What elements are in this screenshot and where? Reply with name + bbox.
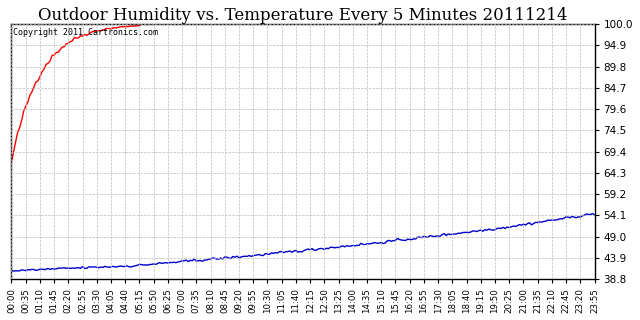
Text: Copyright 2011 Cartronics.com: Copyright 2011 Cartronics.com	[13, 28, 157, 37]
Title: Outdoor Humidity vs. Temperature Every 5 Minutes 20111214: Outdoor Humidity vs. Temperature Every 5…	[38, 7, 568, 24]
